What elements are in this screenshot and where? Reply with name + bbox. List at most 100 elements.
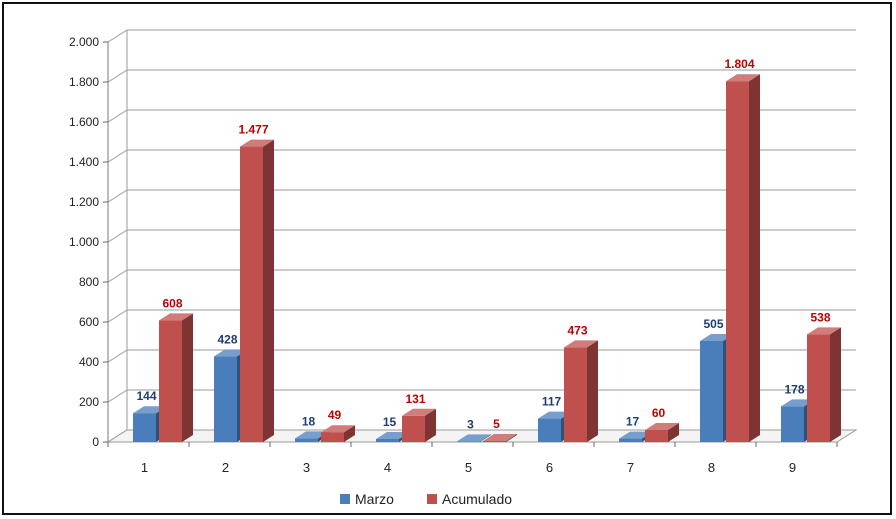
y-tick-label: 1.000 [69,235,99,249]
grid-line-side [107,29,128,43]
data-label-marzo: 117 [542,395,562,409]
legend-label-marzo: Marzo [355,491,394,507]
bar-top [726,74,760,82]
bar-acumulado-9 [807,327,841,442]
data-label-acumulado: 538 [810,310,830,324]
bar-front [807,334,830,442]
data-label-marzo: 15 [383,415,397,429]
grid-line-side [107,349,128,363]
bar-top [807,327,841,335]
bar-top [483,434,517,441]
bar-acumulado-5 [483,434,517,442]
x-tick-label: 1 [141,460,148,475]
bar-top [645,423,679,430]
data-label-acumulado: 1.477 [238,123,268,137]
bar-front [159,320,182,442]
grid-line-side [107,109,128,123]
bar-front [295,438,318,442]
bar-side [668,423,679,442]
bar-top [133,406,167,414]
bar-top [321,425,355,433]
bar-top [457,434,491,442]
bar-acumulado-4 [402,408,436,442]
x-tick-label: 3 [303,460,310,475]
data-label-marzo: 505 [703,317,723,331]
bar-front [402,415,425,442]
bar-front [240,146,263,442]
bar-top [402,408,436,416]
bar-acumulado-8 [726,74,760,442]
data-label-acumulado: 1.804 [724,57,754,71]
bar-front [133,413,156,442]
bar-front [564,347,587,442]
bar-side [263,139,274,442]
data-label-acumulado: 49 [328,408,342,422]
bar-front [376,439,399,442]
y-tick-label: 0 [92,435,99,449]
y-tick-label: 600 [79,315,99,329]
data-labels: 144 608 428 1.477 18 49 15 131 3 5 117 473 17 60 505 1.… [136,57,830,431]
bar-top [214,349,248,357]
bar-marzo-5 [457,434,491,442]
bar-front [619,438,642,442]
y-tick-label: 1.600 [69,115,99,129]
bar-acumulado-1 [159,313,193,442]
bar-top [295,431,329,439]
x-tick-label: 2 [222,460,229,475]
bar-top [376,432,410,439]
y-tick-label: 1.400 [69,155,99,169]
bar-front [214,356,237,442]
data-label-marzo: 178 [784,382,804,396]
legend-swatch-marzo [340,494,350,504]
bar-chart: 0 200 400 600 800 1.000 1.200 1.400 1.600 1.800 2.… [69,29,858,507]
grid-line-side [107,389,128,403]
grid-line-side [107,309,128,323]
data-label-marzo: 3 [467,417,474,431]
bar-top [619,431,653,439]
legend-swatch-acumulado [427,494,437,504]
bar-top [700,334,734,341]
x-tick-label: 6 [546,460,553,475]
x-tick-label: 7 [627,460,634,475]
bar-side [344,425,355,442]
grid-line-side [107,229,128,243]
bar-top [781,399,815,407]
bar-front [457,441,480,442]
bar-acumulado-3 [321,425,355,442]
bar-side [182,313,193,442]
data-label-acumulado: 5 [493,417,500,431]
bar-front [538,418,561,442]
x-axis-ticks: 1 2 3 4 5 6 7 8 9 [107,442,838,475]
bar-acumulado-6 [564,340,598,442]
bar-side [506,434,517,442]
x-tick-label: 5 [465,460,472,475]
x-tick-label: 4 [384,460,391,475]
grid-line-side [107,69,128,83]
bar-top [159,313,193,321]
bar-top [538,411,572,419]
y-tick-label: 800 [79,275,99,289]
bar-acumulado-2 [240,139,274,442]
bar-front [321,432,344,442]
bar-front [645,430,668,442]
y-tick-label: 2.000 [69,35,99,49]
bar-side [830,327,841,442]
legend-label-acumulado: Acumulado [442,491,512,507]
bars [133,74,841,442]
y-tick-label: 1.200 [69,195,99,209]
data-label-acumulado: 60 [652,406,666,420]
y-tick-label: 400 [79,355,99,369]
data-label-marzo: 17 [626,415,640,429]
bar-side [749,74,760,442]
grid-line-side [107,269,128,283]
grid-line-side [107,189,128,203]
bar-top [564,340,598,348]
x-tick-label: 8 [708,460,715,475]
y-axis-ticks: 0 200 400 600 800 1.000 1.200 1.400 1.600 1.800 2.… [69,35,108,449]
data-label-acumulado: 131 [405,392,425,406]
data-label-acumulado: 473 [567,323,587,337]
bar-side [587,340,598,442]
bar-side [480,434,491,442]
y-tick-label: 1.800 [69,75,99,89]
